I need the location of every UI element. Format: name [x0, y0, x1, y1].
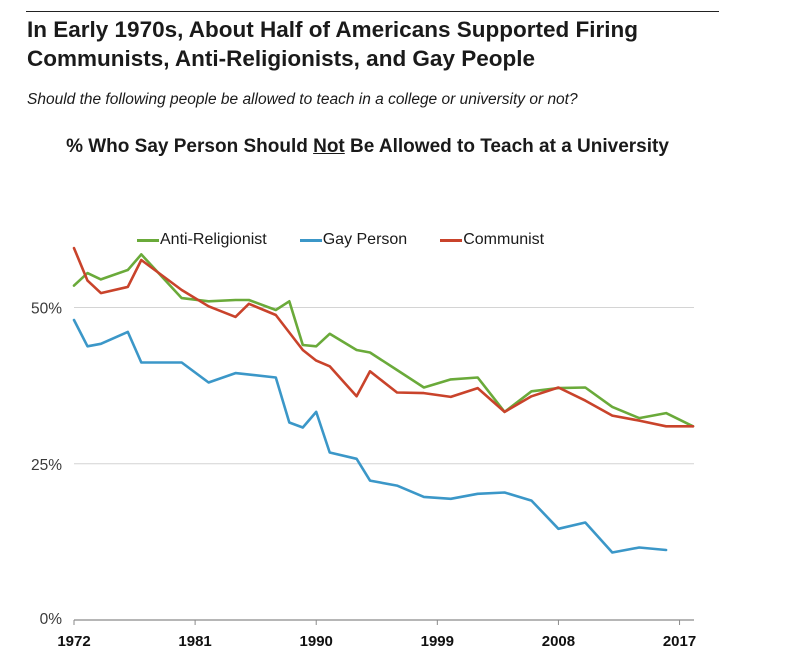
series-line-gay-person	[72, 318, 668, 554]
legend-swatch-communist	[440, 238, 463, 242]
chart-title-after: Be Allowed to Teach at a University	[344, 136, 669, 157]
legend-label-gay-person: Gay Person	[322, 231, 408, 248]
survey-question: Should the following people be allowed t…	[27, 91, 578, 108]
x-tick-label-1999: 1999	[421, 633, 454, 650]
x-tick-label-1990: 1990	[300, 633, 333, 650]
chart-title-before: % Who Say Person Should	[66, 136, 314, 157]
x-tick-label-2017: 2017	[663, 633, 696, 650]
headline-line-1: In Early 1970s, About Half of Americans …	[27, 17, 638, 42]
y-tick-label-0: 0%	[40, 611, 63, 628]
x-tick-label-1981: 1981	[178, 633, 211, 650]
y-tick-label-25: 25%	[31, 457, 62, 474]
legend-item-anti-religionist: Anti-Religionist	[137, 231, 267, 249]
legend-label-communist: Communist	[463, 231, 545, 248]
x-tick-label-1972: 1972	[57, 633, 90, 650]
legend-item-gay-person: Gay Person	[299, 231, 408, 249]
legend-swatch-gay-person	[299, 238, 322, 242]
headline: In Early 1970s, About Half of Americans …	[27, 15, 727, 73]
series-line-communist	[72, 246, 695, 428]
legend-label-anti-religionist: Anti-Religionist	[160, 231, 267, 248]
top-rule	[26, 11, 719, 12]
chart-legend: Anti-Religionist Gay Person Communist	[137, 228, 544, 252]
chart-title: % Who Say Person Should Not Be Allowed t…	[0, 136, 735, 158]
legend-swatch-anti-religionist	[137, 238, 159, 242]
x-tick-label-2008: 2008	[542, 633, 575, 650]
legend-item-communist: Communist	[440, 231, 544, 249]
chart-title-emphasis: Not	[313, 136, 345, 157]
y-tick-label-50: 50%	[31, 301, 62, 318]
headline-line-2: Communists, Anti-Religionists, and Gay P…	[27, 46, 535, 71]
